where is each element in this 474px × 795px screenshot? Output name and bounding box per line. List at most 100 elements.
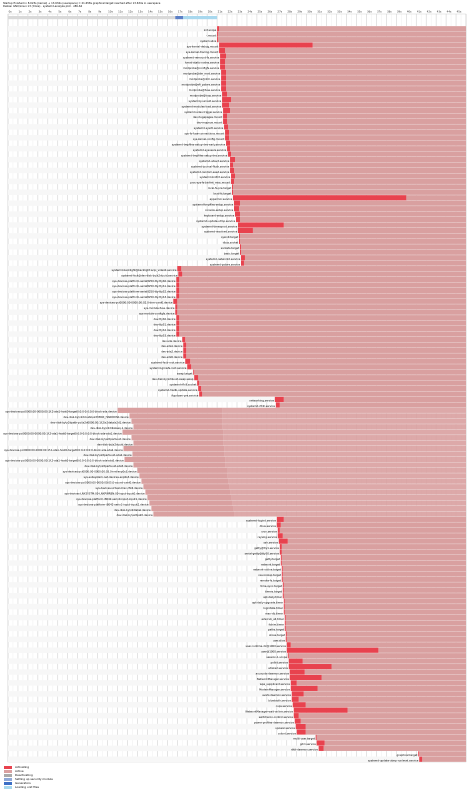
time-tick-label: 39s bbox=[397, 10, 402, 14]
device-bar bbox=[132, 451, 225, 457]
unit-label: modprobe@configfs.service bbox=[183, 66, 220, 70]
unit-active-bar bbox=[177, 298, 466, 304]
device-bar bbox=[123, 445, 225, 452]
legend-swatch bbox=[4, 786, 12, 790]
unit-activating-bar bbox=[288, 664, 332, 670]
unit-label: ssh.service bbox=[264, 540, 279, 544]
device-active-bar bbox=[222, 424, 466, 430]
unit-label: systemd-sysusers.service bbox=[193, 148, 227, 152]
unit-activating-bar bbox=[220, 58, 226, 65]
unit-label: sys-fs-fuse-connections.mount bbox=[185, 132, 225, 136]
time-tick-label: 22s bbox=[228, 10, 233, 14]
unit-active-bar bbox=[231, 97, 466, 103]
unit-activating-bar bbox=[237, 222, 284, 228]
unit-activating-bar bbox=[183, 347, 187, 353]
row-band bbox=[8, 244, 466, 250]
unit-label: local-fs-pre.target bbox=[208, 186, 231, 190]
device-active-bar bbox=[232, 500, 466, 506]
row-band bbox=[8, 756, 466, 762]
unit-label: system.slice bbox=[200, 39, 216, 43]
device-active-bar bbox=[223, 440, 466, 446]
legend-swatch bbox=[4, 781, 12, 785]
unit-activating-bar bbox=[235, 211, 240, 217]
unit-active-bar bbox=[179, 282, 466, 288]
unit-activating-bar bbox=[176, 282, 180, 288]
unit-activating-bar bbox=[224, 124, 229, 130]
row-band bbox=[8, 527, 466, 534]
unit-active-bar bbox=[229, 102, 466, 108]
time-tick-label: 0s bbox=[9, 10, 13, 14]
time-tick-label: 24s bbox=[248, 10, 253, 14]
unit-active-bar bbox=[235, 156, 466, 163]
unit-active-bar bbox=[283, 516, 466, 522]
device-active-bar bbox=[224, 445, 466, 452]
unit-label: multi-user.target bbox=[293, 737, 315, 741]
unit-activating-bar bbox=[277, 527, 280, 533]
unit-activating-bar bbox=[278, 538, 288, 544]
unit-active-bar bbox=[279, 402, 466, 408]
unit-label: init.scope bbox=[204, 28, 217, 32]
row-band bbox=[8, 723, 466, 730]
unit-label: user@1000.service bbox=[261, 650, 286, 654]
unit-activating-bar bbox=[183, 353, 187, 359]
time-tick-label: 43s bbox=[437, 10, 442, 14]
unit-activating-bar bbox=[318, 745, 324, 751]
device-active-bar bbox=[234, 511, 466, 517]
unit-label: systemd-logind.service bbox=[246, 519, 276, 523]
unit-active-bar bbox=[284, 609, 466, 615]
unit-label: basic.target bbox=[224, 252, 239, 256]
unit-activating-bar bbox=[234, 200, 240, 206]
unit-active-bar bbox=[286, 631, 466, 637]
unit-label: dev-disk-by\x2duuid-swap.swap bbox=[152, 377, 194, 381]
row-band bbox=[8, 625, 466, 632]
row-band bbox=[8, 549, 466, 555]
device-bar bbox=[141, 478, 229, 484]
unit-label: systemd-tmpfiles-setup-dev.service bbox=[181, 153, 228, 157]
unit-activating-bar bbox=[219, 47, 226, 54]
unit-activating-bar bbox=[276, 522, 281, 528]
legend-label: Active bbox=[15, 769, 24, 774]
unit-label: sys-devices-platform-i8042-serio0-input-… bbox=[76, 497, 147, 501]
unit-active-bar bbox=[179, 287, 466, 293]
unit-activating-bar bbox=[193, 369, 195, 375]
unit-label: cups.service bbox=[276, 704, 293, 708]
unit-active-bar bbox=[286, 636, 466, 642]
unit-active-bar bbox=[191, 364, 466, 370]
time-tick-label: 19s bbox=[198, 10, 203, 14]
unit-activating-bar bbox=[236, 216, 240, 223]
unit-label: rsyslog.service bbox=[258, 535, 278, 539]
legend-swatch bbox=[4, 773, 12, 777]
row-band bbox=[8, 658, 466, 664]
unit-label: NetworkManager-wait-online.service bbox=[246, 709, 294, 713]
unit-activating-bar bbox=[281, 576, 283, 582]
unit-activating-bar bbox=[176, 276, 180, 283]
unit-label: -.mount bbox=[206, 33, 216, 37]
unit-label: systemd-rfkill.socket bbox=[170, 382, 197, 386]
device-active-bar bbox=[222, 418, 466, 424]
unit-label: wpa_supplicant.service bbox=[260, 682, 291, 686]
unit-activating-bar bbox=[231, 178, 235, 184]
unit-activating-bar bbox=[280, 560, 282, 566]
device-bar bbox=[124, 456, 226, 462]
time-tick-label: 32s bbox=[327, 10, 332, 14]
unit-label: systemd-modules-load.service bbox=[182, 104, 222, 108]
time-tick-label: 10s bbox=[108, 10, 113, 14]
unit-active-bar bbox=[186, 353, 466, 359]
unit-active-bar bbox=[225, 47, 466, 54]
unit-label: e2scrub_all.timer bbox=[262, 617, 285, 621]
device-bar bbox=[131, 418, 223, 424]
unit-activating-bar bbox=[279, 544, 282, 550]
unit-active-bar bbox=[227, 113, 466, 119]
unit-label: dev-sda.device bbox=[162, 339, 182, 343]
boot-phase-bars bbox=[8, 16, 218, 20]
unit-active-bar bbox=[240, 244, 466, 250]
unit-activating-bar bbox=[225, 129, 230, 135]
unit-active-bar bbox=[229, 129, 466, 135]
unit-activating-bar bbox=[230, 156, 236, 163]
unit-activating-bar bbox=[286, 647, 379, 653]
unit-label: network-online.target bbox=[253, 568, 281, 572]
device-active-bar bbox=[222, 413, 466, 419]
unit-label: network.target bbox=[261, 562, 280, 566]
unit-label: sys-kernel-debug.mount bbox=[187, 44, 219, 48]
